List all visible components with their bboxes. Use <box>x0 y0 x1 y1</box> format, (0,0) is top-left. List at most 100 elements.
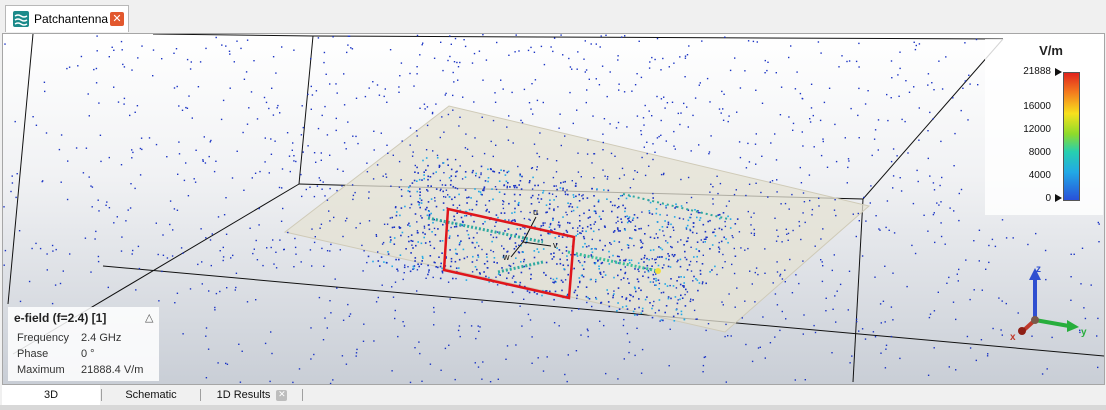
field-vector-dot <box>385 173 387 175</box>
field-vector-dot <box>448 237 451 239</box>
field-vector-dot <box>973 240 975 242</box>
field-vector-dot <box>311 94 314 96</box>
field-vector-dot <box>595 298 598 300</box>
collapse-icon[interactable]: △ <box>145 311 154 324</box>
field-vector-dot <box>470 325 473 327</box>
field-vector-dot <box>522 251 524 253</box>
field-vector-dot <box>516 228 519 230</box>
field-vector-dot <box>10 190 12 193</box>
field-vector-dot <box>814 245 816 247</box>
field-vector-dot <box>969 83 971 85</box>
field-vector-dot <box>646 257 648 260</box>
field-vector-dot <box>416 73 418 75</box>
selected-patch-outline[interactable] <box>442 207 576 300</box>
field-vector-dot <box>59 282 62 285</box>
field-vector-dot <box>583 261 586 263</box>
field-vector-dot <box>655 208 658 210</box>
field-vector-dot <box>93 68 95 71</box>
tab-patchantenna[interactable]: Patchantenna ✕ <box>5 5 129 32</box>
field-vector-dot <box>359 222 361 225</box>
field-vector-dot <box>273 263 275 265</box>
field-vector-dot <box>363 250 365 252</box>
field-vector-dot <box>396 211 398 213</box>
3d-scene[interactable]: u v w z y x <box>3 34 1104 384</box>
field-vector-dot <box>310 85 312 88</box>
field-vector-dot <box>612 254 614 257</box>
field-vector-dot <box>35 124 38 126</box>
legend-tick: 16000 <box>1023 101 1051 112</box>
field-vector-dot <box>872 331 875 333</box>
field-vector-dot <box>600 273 602 275</box>
field-vector-dot <box>194 181 197 183</box>
field-vector-dot <box>978 260 980 262</box>
field-vector-dot <box>686 240 689 242</box>
field-vector-dot <box>310 108 312 110</box>
field-vector-dot <box>667 296 670 298</box>
field-vector-dot <box>1083 307 1085 309</box>
field-vector-dot <box>427 273 429 276</box>
field-vector-dot <box>520 119 522 122</box>
field-vector-dot <box>302 151 304 153</box>
field-vector-dot <box>416 34 419 37</box>
field-vector-dot <box>655 273 657 275</box>
close-icon[interactable]: ✕ <box>276 389 288 401</box>
field-vector-dot <box>658 229 661 231</box>
field-vector-dot <box>88 115 90 117</box>
field-vector-dot <box>130 183 132 185</box>
field-vector-dot <box>654 271 656 273</box>
field-vector-dot <box>634 229 636 231</box>
field-vector-dot <box>270 246 272 249</box>
tab-schematic[interactable]: Schematic <box>102 385 200 405</box>
field-vector-dot <box>640 130 642 132</box>
field-vector-dot <box>686 202 688 204</box>
field-vector-dot <box>914 48 917 51</box>
field-vector-dot <box>99 134 102 136</box>
field-vector-dot <box>680 178 682 181</box>
3d-viewport[interactable]: u v w z y x V/m 21888 16000 12000 8000 4… <box>2 33 1105 385</box>
field-vector-dot <box>530 108 532 110</box>
field-vector-dot <box>998 297 1000 299</box>
field-vector-dot <box>531 362 533 364</box>
field-vector-dot <box>275 72 277 74</box>
field-vector-dot <box>722 108 724 110</box>
field-vector-dot <box>382 241 385 244</box>
field-vector-dot <box>792 129 794 131</box>
field-vector-dot <box>877 119 880 121</box>
field-vector-dot <box>724 225 727 228</box>
tab-3d[interactable]: 3D <box>2 385 100 407</box>
field-vector-dot <box>953 165 955 167</box>
field-vector-dot <box>480 172 482 174</box>
field-vector-dot <box>241 350 243 352</box>
field-vector-dot <box>617 262 620 264</box>
field-vector-dot <box>779 273 782 276</box>
field-vector-dot <box>890 60 893 62</box>
field-vector-dot <box>272 239 274 241</box>
field-vector-dot <box>485 253 488 255</box>
field-vector-dot <box>107 286 109 289</box>
field-vector-dot <box>969 298 971 301</box>
field-vector-dot <box>122 63 124 66</box>
field-vector-dot <box>681 297 684 299</box>
field-vector-dot <box>393 237 396 239</box>
field-vector-dot <box>565 229 568 232</box>
field-vector-dot <box>503 212 506 214</box>
field-vector-dot <box>335 129 337 132</box>
field-vector-dot <box>677 241 679 243</box>
field-vector-dot <box>694 209 696 211</box>
field-vector-dot <box>600 35 602 37</box>
field-vector-dot <box>781 310 783 313</box>
field-vector-dot <box>940 201 942 203</box>
field-vector-dot <box>781 241 783 243</box>
field-vector-dot <box>69 253 71 255</box>
field-vector-dot <box>449 55 451 58</box>
field-vector-dot <box>821 261 823 263</box>
field-vector-dot <box>35 242 37 245</box>
field-vector-dot <box>256 259 259 261</box>
field-vector-dot <box>302 126 304 129</box>
field-vector-dot <box>680 276 682 278</box>
field-vector-dot <box>685 228 688 230</box>
field-vector-dot <box>810 107 813 109</box>
close-icon[interactable]: ✕ <box>110 12 124 26</box>
field-vector-dot <box>674 254 676 256</box>
tab-1d-results[interactable]: 1D Results ✕ <box>204 385 300 405</box>
